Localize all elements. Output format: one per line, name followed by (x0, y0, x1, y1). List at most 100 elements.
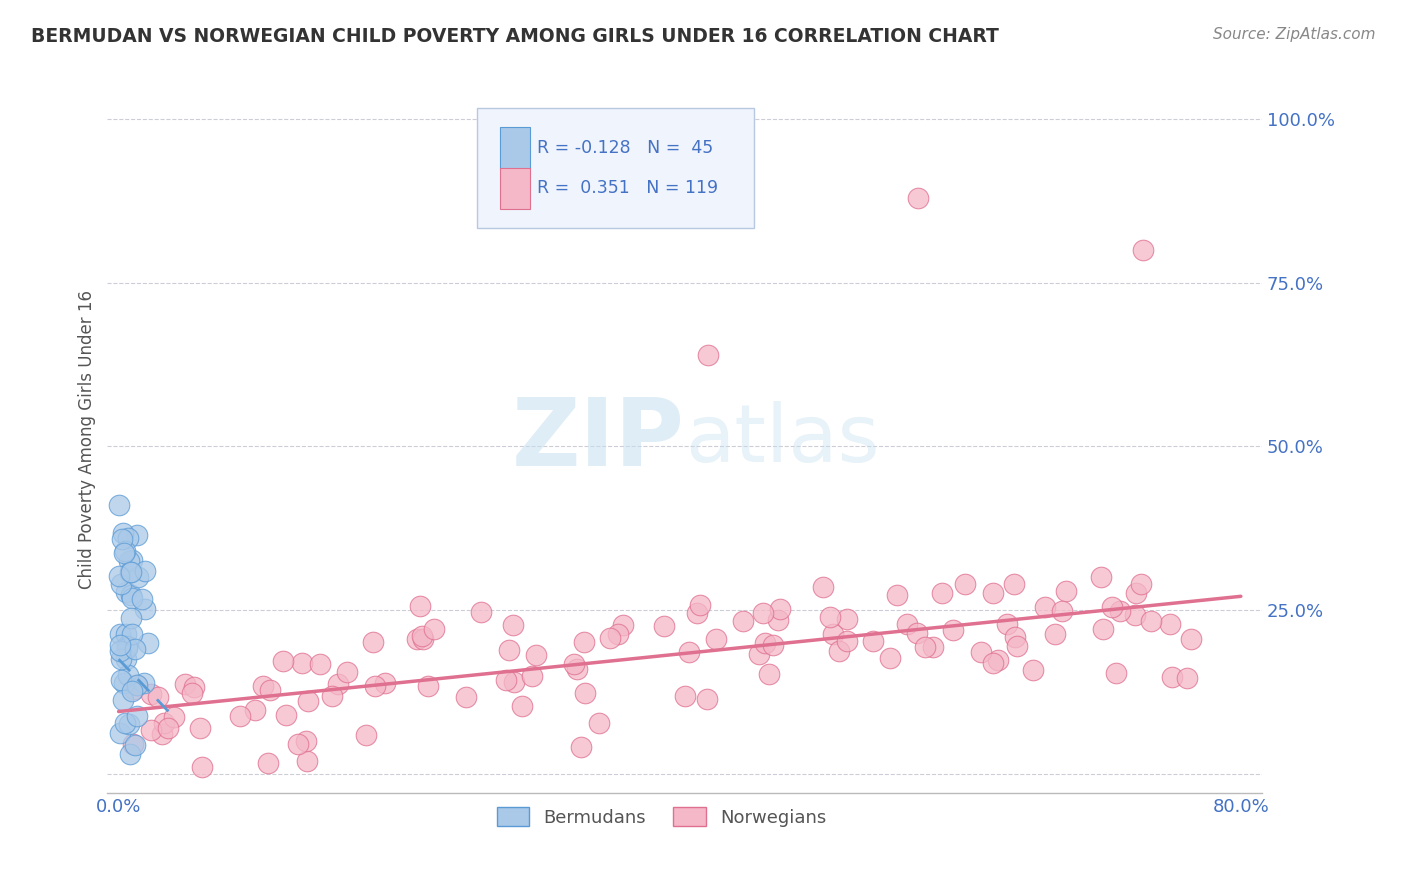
Point (981, 656, 1004, 670)
Point (139, 723, 162, 737)
Point (287, 737, 309, 751)
Y-axis label: Child Poverty Among Girls Under 16: Child Poverty Among Girls Under 16 (79, 291, 96, 590)
Point (1140, 614, 1163, 628)
Point (1043, 627, 1066, 641)
Point (374, 676, 396, 690)
Point (163, 710, 186, 724)
Legend: Bermudans, Norwegians: Bermudans, Norwegians (489, 800, 834, 834)
Point (905, 626, 928, 640)
Point (122, 737, 145, 751)
Point (157, 721, 180, 735)
Point (495, 673, 517, 687)
Point (188, 721, 211, 735)
Point (879, 651, 901, 665)
Point (970, 645, 993, 659)
Point (115, 652, 138, 666)
Point (134, 564, 156, 578)
Point (942, 624, 965, 638)
FancyBboxPatch shape (501, 168, 530, 210)
Point (125, 678, 148, 692)
Point (731, 614, 754, 628)
Point (606, 627, 628, 641)
Point (127, 709, 149, 723)
Point (562, 657, 585, 671)
Point (1132, 243, 1154, 257)
Point (124, 681, 146, 696)
Point (274, 708, 297, 723)
Point (114, 584, 136, 599)
Point (1161, 670, 1184, 684)
Point (361, 634, 384, 648)
Point (1130, 576, 1153, 591)
Point (141, 687, 163, 701)
Point (134, 676, 156, 690)
Point (1033, 599, 1056, 614)
Point (1125, 586, 1147, 600)
Point (696, 691, 718, 706)
Point (108, 644, 131, 658)
Point (1056, 584, 1078, 599)
Point (907, 191, 929, 205)
Point (995, 616, 1018, 631)
Text: BERMUDAN VS NORWEGIAN CHILD POVERTY AMONG GIRLS UNDER 16 CORRELATION CHART: BERMUDAN VS NORWEGIAN CHILD POVERTY AMON… (31, 27, 998, 45)
Point (110, 627, 132, 641)
Point (821, 627, 844, 641)
Point (110, 652, 132, 666)
Point (1004, 630, 1026, 644)
Point (696, 348, 718, 362)
Point (751, 606, 773, 620)
Point (138, 636, 160, 650)
Point (120, 747, 142, 761)
Point (510, 698, 533, 713)
Point (818, 609, 841, 624)
Point (1105, 665, 1128, 680)
Point (704, 632, 727, 647)
Point (354, 728, 377, 742)
Point (686, 606, 709, 620)
Point (271, 654, 294, 668)
Point (862, 634, 884, 648)
Point (689, 599, 711, 613)
Point (148, 690, 170, 705)
Point (1005, 639, 1028, 653)
Point (110, 577, 132, 591)
Point (1091, 623, 1114, 637)
Point (112, 676, 135, 690)
Point (120, 565, 142, 579)
Point (416, 679, 439, 693)
Point (134, 601, 156, 615)
Point (127, 569, 149, 583)
Point (572, 635, 595, 649)
Point (896, 616, 918, 631)
Point (569, 739, 592, 754)
Point (574, 686, 596, 700)
Point (124, 738, 146, 752)
Point (110, 673, 132, 687)
Point (117, 640, 139, 655)
Point (987, 653, 1010, 667)
Point (599, 632, 621, 646)
Point (256, 756, 278, 770)
Point (114, 543, 136, 558)
Point (118, 717, 141, 731)
Point (766, 613, 789, 627)
Point (412, 632, 434, 646)
Point (183, 680, 205, 694)
Point (921, 640, 943, 654)
Point (326, 677, 349, 691)
Point (259, 682, 281, 697)
Point (914, 640, 936, 654)
Point (758, 667, 780, 681)
Point (243, 703, 266, 717)
Point (291, 657, 314, 671)
Point (112, 546, 135, 560)
Point (125, 528, 148, 542)
Point (117, 668, 139, 682)
Point (754, 636, 776, 650)
Point (1175, 671, 1198, 685)
Point (931, 585, 953, 599)
Point (678, 644, 700, 658)
Point (115, 639, 138, 653)
Point (498, 643, 520, 657)
Point (1101, 600, 1123, 615)
